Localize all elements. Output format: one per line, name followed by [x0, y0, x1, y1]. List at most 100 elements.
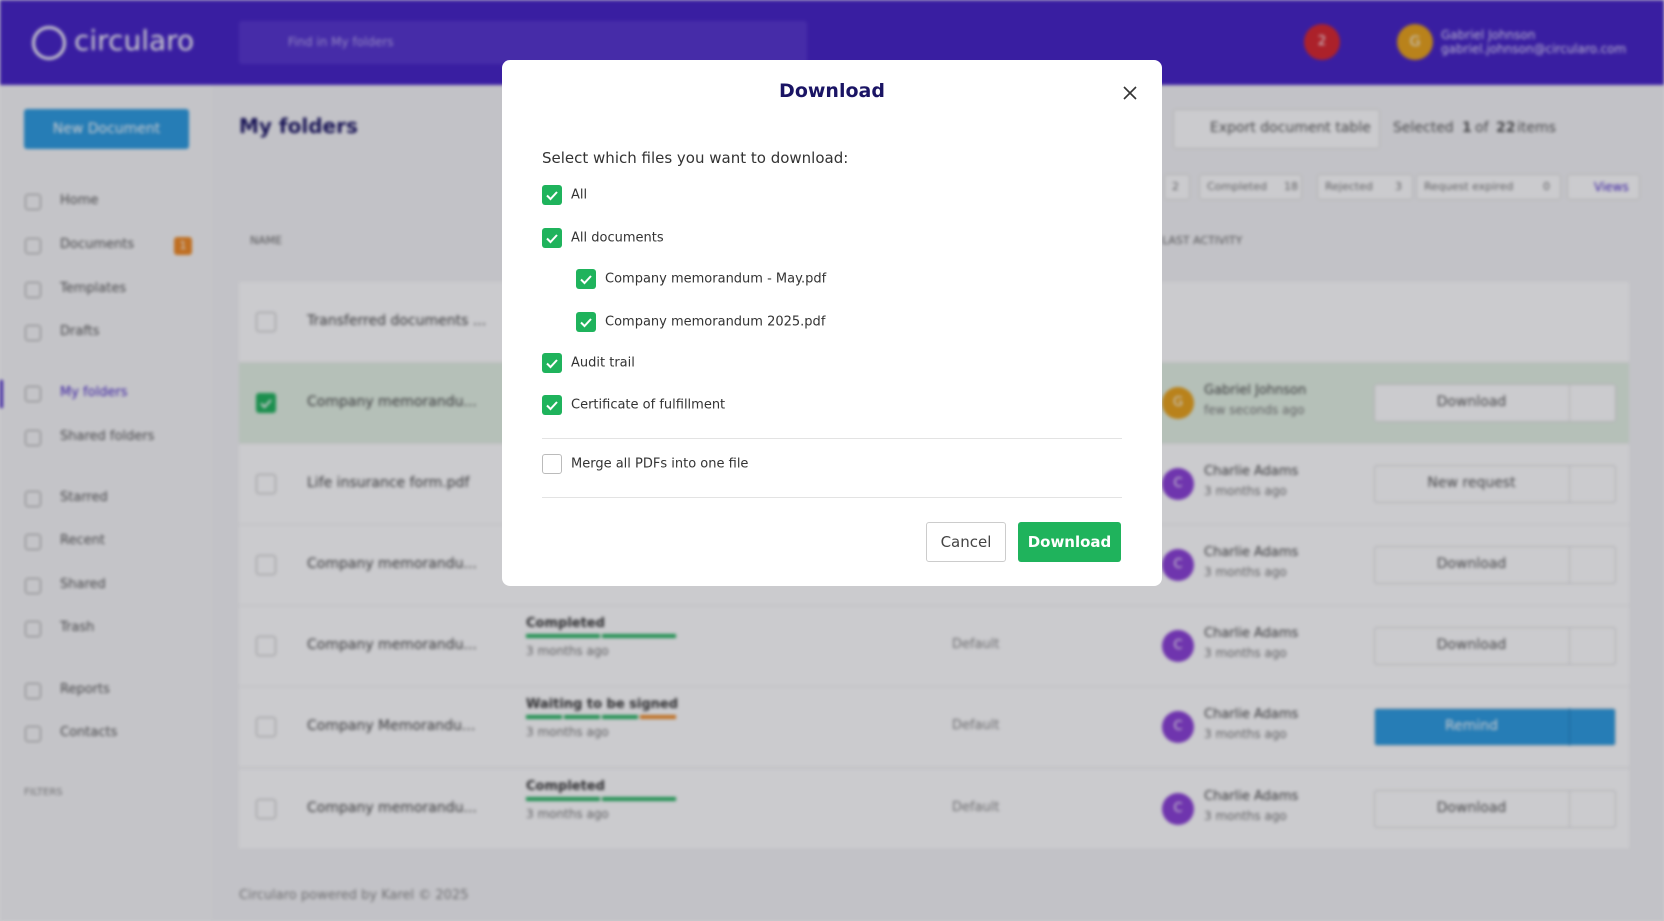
selection-of: of: [1475, 120, 1489, 136]
row-avatar: C: [1162, 630, 1194, 662]
filter-chip[interactable]: [1164, 174, 1190, 200]
option-checkbox[interactable]: [542, 395, 562, 415]
chip-label: Rejected: [1325, 180, 1373, 193]
row-name[interactable]: Company memorandu...: [307, 637, 477, 653]
option-checkbox[interactable]: [542, 228, 562, 248]
row-action-button[interactable]: [1374, 790, 1616, 828]
row-checkbox[interactable]: [256, 393, 276, 413]
nav-icon: [25, 726, 41, 742]
new-document-button[interactable]: New Document: [24, 109, 189, 149]
nav-icon: [25, 491, 41, 507]
nav-icon: [25, 534, 41, 550]
row-activity-time: 3 months ago: [1204, 484, 1287, 498]
row-checkbox[interactable]: [256, 717, 276, 737]
option-label[interactable]: All documents: [571, 230, 664, 246]
merge-checkbox[interactable]: [542, 454, 562, 474]
check-icon: [546, 191, 558, 201]
search-placeholder: Find in My folders: [288, 35, 394, 49]
user-avatar: G: [1397, 24, 1433, 60]
nav-item[interactable]: Starred: [60, 490, 108, 505]
close-button[interactable]: [1120, 83, 1140, 103]
download-dialog: Download Select which files you want to d…: [502, 60, 1162, 586]
row-user: Charlie Adams: [1204, 789, 1299, 804]
nav-item[interactable]: Shared folders: [60, 429, 155, 444]
chip-count: 3: [1395, 180, 1402, 193]
row-checkbox[interactable]: [256, 636, 276, 656]
nav-item[interactable]: Drafts: [60, 324, 100, 339]
dialog-prompt: Select which files you want to download:: [542, 149, 849, 167]
option-checkbox[interactable]: [542, 185, 562, 205]
option-label[interactable]: Company memorandum - May.pdf: [605, 271, 827, 287]
export-button[interactable]: [1173, 109, 1380, 149]
row-checkbox[interactable]: [256, 312, 276, 332]
row-activity-time: few seconds ago: [1204, 403, 1305, 417]
nav-item[interactable]: Documents: [60, 237, 135, 252]
row-action-button[interactable]: [1374, 384, 1616, 422]
row-avatar: G: [1162, 387, 1194, 419]
views-button[interactable]: [1567, 174, 1640, 200]
row-action-split: [1569, 790, 1570, 828]
row-folder: Default: [952, 718, 1000, 733]
row-name[interactable]: Life insurance form.pdf: [307, 475, 470, 491]
nav-item[interactable]: Recent: [60, 533, 105, 548]
row-activity-time: 3 months ago: [1204, 565, 1287, 579]
nav-item[interactable]: Templates: [60, 281, 127, 296]
row-name[interactable]: Company memorandu...: [307, 800, 477, 816]
row-action-button[interactable]: [1374, 708, 1616, 746]
row-action-button[interactable]: [1374, 546, 1616, 584]
row-user: Charlie Adams: [1204, 707, 1299, 722]
nav-item[interactable]: Trash: [60, 620, 95, 635]
selection-total: 22: [1496, 120, 1516, 136]
nav-item[interactable]: Reports: [60, 682, 110, 697]
merge-label[interactable]: Merge all PDFs into one file: [571, 456, 749, 472]
option-label[interactable]: Company memorandum 2025.pdf: [605, 314, 826, 330]
filter-chip[interactable]: [1199, 174, 1302, 200]
row-folder: Default: [952, 800, 1000, 815]
dialog-title: Download: [779, 80, 885, 102]
export-label: Export document table: [1210, 120, 1371, 136]
nav-item[interactable]: Home: [60, 193, 99, 208]
option-checkbox[interactable]: [576, 312, 596, 332]
option-label[interactable]: Certificate of fulfillment: [571, 397, 726, 413]
user-email: gabriel.johnson@circularo.com: [1441, 42, 1627, 56]
row-checkbox[interactable]: [256, 474, 276, 494]
chip-label: Request expired: [1424, 180, 1514, 193]
chip-count: 2: [1172, 180, 1179, 193]
option-label[interactable]: All: [571, 187, 588, 203]
logo-icon: [32, 26, 66, 60]
progress-segment: [526, 634, 600, 638]
progress-segment: [526, 797, 600, 801]
selection-suffix: items: [1517, 120, 1556, 136]
row-name[interactable]: Company Memorandu...: [307, 718, 476, 734]
row-avatar: C: [1162, 549, 1194, 581]
row-action-button[interactable]: [1374, 627, 1616, 665]
filter-chip[interactable]: [1416, 174, 1561, 200]
column-header: NAME: [250, 234, 283, 247]
search-box[interactable]: [239, 21, 807, 64]
option-checkbox[interactable]: [576, 269, 596, 289]
option-checkbox[interactable]: [542, 353, 562, 373]
nav-item[interactable]: Contacts: [60, 725, 118, 740]
row-action-split: [1569, 384, 1570, 422]
row-user: Charlie Adams: [1204, 464, 1299, 479]
row-checkbox[interactable]: [256, 555, 276, 575]
divider: [542, 438, 1122, 439]
nav-icon: [25, 194, 41, 210]
row-name[interactable]: Transferred documents ...: [307, 313, 487, 329]
cancel-button[interactable]: Cancel: [926, 522, 1006, 562]
notification-badge[interactable]: 2: [1304, 24, 1340, 60]
nav-item[interactable]: My folders: [60, 385, 128, 400]
filter-chip[interactable]: [1317, 174, 1413, 200]
row-name[interactable]: Company memorandu...: [307, 394, 477, 410]
row-name[interactable]: Company memorandu...: [307, 556, 477, 572]
row-action-split: [1569, 627, 1570, 665]
row-activity-time: 3 months ago: [1204, 646, 1287, 660]
row-action-label: New request: [1427, 475, 1516, 491]
row-checkbox[interactable]: [256, 799, 276, 819]
download-button[interactable]: Download: [1018, 522, 1121, 562]
check-icon: [260, 399, 272, 409]
row-action-label: Download: [1436, 637, 1507, 653]
row-action-button[interactable]: [1374, 465, 1616, 503]
option-label[interactable]: Audit trail: [571, 355, 635, 371]
nav-item[interactable]: Shared: [60, 577, 106, 592]
